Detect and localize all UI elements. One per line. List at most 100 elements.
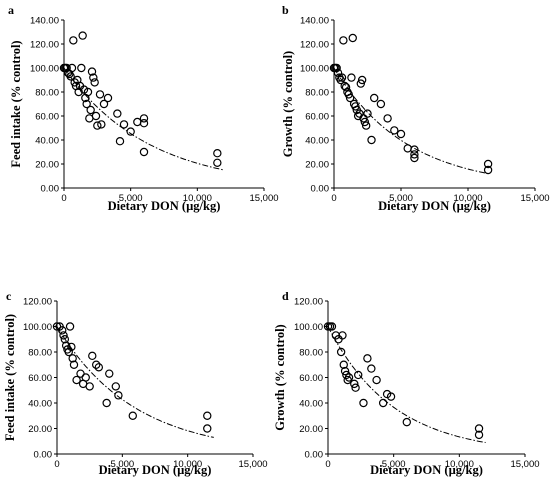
- data-point: [102, 398, 111, 408]
- x-tick-label: 10,000: [183, 193, 212, 204]
- data-point: [357, 75, 367, 85]
- y-tick-label: 0.00: [41, 184, 60, 195]
- y-tick-label: 60.00: [299, 373, 323, 384]
- data-point: [410, 153, 419, 163]
- y-tick-label: 100.00: [23, 322, 52, 333]
- y-tick-label: 40.00: [35, 136, 59, 147]
- data-point: [119, 120, 129, 129]
- y-tick-label: 120.00: [300, 40, 329, 51]
- data-point: [390, 126, 399, 135]
- y-tick-label: 60.00: [305, 112, 329, 123]
- data-point: [340, 366, 350, 376]
- data-point: [403, 144, 412, 153]
- data-point: [65, 322, 75, 331]
- y-axis-title: Feed intake (% control): [3, 314, 17, 441]
- data-point: [95, 90, 105, 99]
- data-point: [344, 90, 353, 99]
- data-point: [114, 391, 123, 400]
- y-tick-label: 20.00: [299, 424, 323, 435]
- data-point: [356, 79, 365, 88]
- data-point: [386, 392, 396, 401]
- data-point: [396, 129, 406, 139]
- trend-line: [327, 326, 486, 443]
- x-axis-title: Dietary DON (µg/kg): [378, 199, 491, 213]
- y-tick-label: 140.00: [300, 16, 329, 27]
- trend-line: [333, 67, 489, 175]
- data-point: [483, 165, 493, 175]
- x-tick-label: 0: [54, 459, 59, 470]
- data-point: [342, 370, 351, 380]
- data-point: [341, 82, 351, 92]
- x-tick-label: 10,000: [173, 459, 202, 470]
- y-tick-label: 0.00: [305, 450, 324, 461]
- y-tick-label: 20.00: [305, 160, 329, 171]
- y-tick-label: 120.00: [30, 40, 59, 51]
- data-point: [361, 121, 371, 130]
- panel-letter: b: [282, 3, 289, 17]
- data-point: [139, 118, 149, 128]
- data-point: [128, 411, 137, 420]
- data-point: [370, 93, 379, 103]
- data-point: [111, 382, 121, 391]
- data-point: [90, 78, 99, 87]
- x-axis-title: Dietary DON (µg/kg): [99, 463, 212, 477]
- data-point: [133, 117, 142, 127]
- data-point: [474, 424, 484, 433]
- data-point: [58, 326, 67, 335]
- data-point: [372, 375, 381, 385]
- data-point: [59, 331, 68, 340]
- data-point: [360, 117, 370, 127]
- y-tick-label: 100.00: [30, 64, 59, 75]
- y-axis-title: Growth (% control): [281, 51, 295, 157]
- data-point: [339, 360, 348, 369]
- data-point: [378, 398, 388, 408]
- panel-letter: a: [8, 3, 14, 17]
- x-tick-label: 5,000: [110, 459, 134, 470]
- data-point: [64, 347, 73, 357]
- x-tick-label: 5,000: [119, 193, 143, 204]
- data-point: [351, 383, 360, 392]
- data-point: [83, 87, 93, 97]
- data-point: [88, 351, 97, 361]
- data-point: [348, 33, 357, 43]
- data-point: [113, 109, 122, 118]
- data-point: [383, 114, 392, 123]
- data-point: [115, 136, 125, 146]
- data-point: [60, 335, 70, 344]
- x-tick-label: 15,000: [520, 193, 549, 204]
- y-axis-title: Growth (% control): [273, 324, 287, 430]
- data-point: [91, 111, 101, 121]
- data-point: [344, 373, 354, 382]
- data-point: [363, 109, 372, 118]
- data-point: [86, 105, 95, 115]
- data-point: [94, 363, 104, 372]
- data-point: [351, 102, 360, 111]
- x-tick-label: 15,000: [238, 459, 267, 470]
- data-point: [69, 36, 78, 45]
- data-point: [376, 99, 386, 109]
- x-tick-label: 10,000: [453, 193, 482, 204]
- y-tick-label: 0.00: [34, 450, 53, 461]
- data-point: [213, 148, 222, 158]
- data-point: [67, 63, 77, 73]
- x-tick-label: 10,000: [445, 459, 474, 470]
- chart-panel-d: d 0.00 20.00 40.00 60.00 80.00 100.00 120.00 0 5,…: [273, 289, 540, 477]
- x-tick-label: 0: [61, 193, 66, 204]
- data-point: [91, 360, 101, 369]
- data-point: [69, 360, 79, 369]
- y-tick-label: 120.00: [23, 297, 52, 308]
- data-point: [85, 382, 94, 391]
- data-point: [347, 73, 356, 82]
- y-tick-label: 100.00: [300, 64, 329, 75]
- chart-panel-c: c 0.00 20.00 40.00 60.00 80.00 100.00 120.00 0 5,…: [3, 289, 268, 477]
- y-tick-label: 20.00: [28, 424, 52, 435]
- data-point: [336, 347, 346, 357]
- y-tick-label: 80.00: [35, 88, 59, 99]
- x-tick-label: 5,000: [382, 459, 406, 470]
- data-point: [68, 354, 77, 363]
- data-point: [126, 127, 135, 136]
- x-tick-label: 15,000: [249, 193, 278, 204]
- x-axis-title: Dietary DON (µg/kg): [108, 199, 221, 213]
- data-point: [363, 354, 372, 363]
